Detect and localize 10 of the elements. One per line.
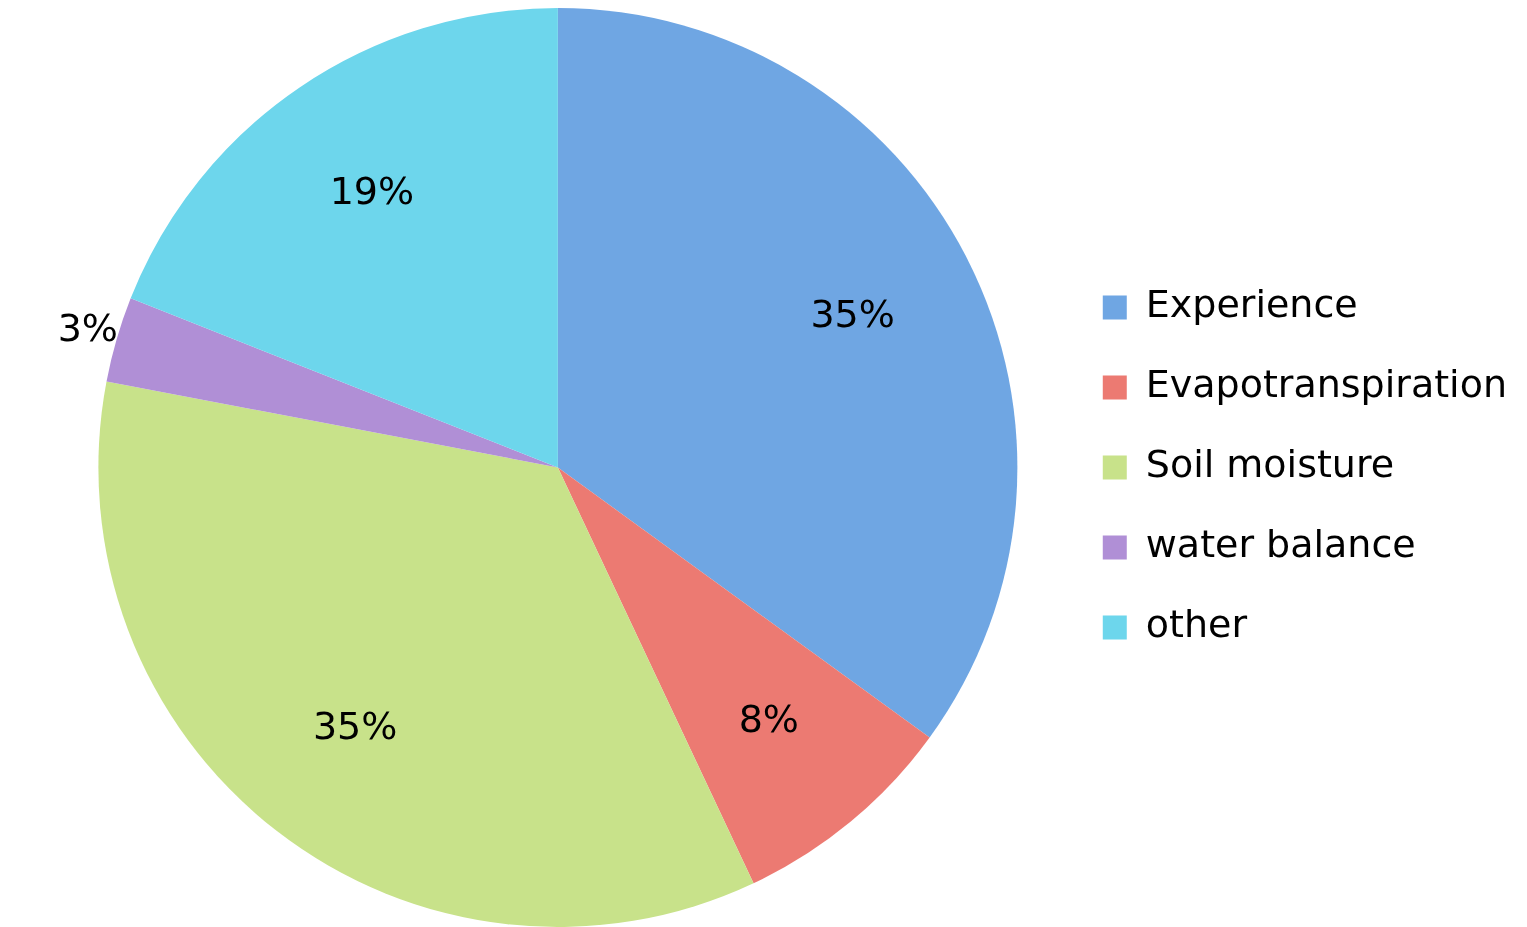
data-label: 19% xyxy=(329,168,415,213)
legend-label: water balance xyxy=(1145,522,1416,567)
legend-label: Evapotranspiration xyxy=(1145,362,1508,407)
data-label: 3% xyxy=(57,305,118,350)
data-label: 35% xyxy=(312,703,398,748)
data-label: 35% xyxy=(810,292,895,337)
data-label: 8% xyxy=(738,697,799,742)
legend-label: other xyxy=(1145,602,1248,647)
legend-label: Soil moisture xyxy=(1145,442,1395,487)
legend-label: Experience xyxy=(1145,282,1358,327)
